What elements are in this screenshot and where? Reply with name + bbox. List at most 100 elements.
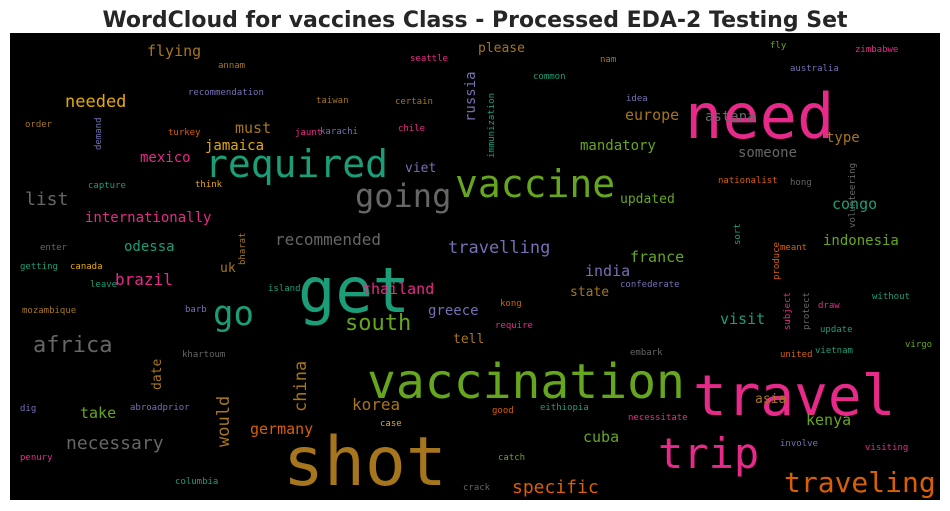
word: demand [94, 117, 104, 150]
word: recommended [275, 230, 381, 249]
word: necessitate [628, 413, 688, 423]
word: type [826, 130, 860, 146]
word: idea [626, 94, 648, 104]
word: russia [463, 71, 479, 122]
word: immunization [487, 93, 497, 158]
word: volunteering [848, 163, 858, 228]
word: travelling [448, 238, 550, 258]
word: australia [790, 64, 839, 74]
word: jaunt [295, 128, 322, 138]
word: needed [65, 92, 126, 112]
word: update [820, 325, 853, 335]
word: sort [733, 223, 743, 245]
word: subject [783, 292, 793, 330]
word: vaccination [367, 354, 685, 410]
word: getting [20, 262, 58, 272]
word: south [345, 311, 411, 336]
word: necessary [66, 433, 164, 454]
word: certain [395, 97, 433, 107]
word: date [150, 359, 165, 390]
word: shot [283, 423, 447, 502]
word: produce [772, 242, 782, 280]
word: abroadprior [130, 403, 190, 413]
word: take [80, 404, 116, 422]
word: mozambique [22, 306, 76, 316]
word: case [380, 419, 402, 429]
word: list [25, 189, 68, 210]
word: france [630, 248, 684, 266]
word: good [492, 406, 514, 416]
word: someone [738, 145, 797, 161]
word: get [298, 254, 410, 327]
word: visiting [865, 443, 908, 453]
word: greece [428, 303, 479, 319]
word: required [205, 142, 388, 186]
word: mexico [140, 150, 191, 166]
word: chile [398, 124, 425, 134]
word: columbia [175, 477, 218, 487]
word: turkey [168, 128, 201, 138]
word: need [685, 80, 834, 153]
word: order [25, 120, 53, 130]
word: meant [780, 243, 807, 253]
word: go [213, 294, 254, 334]
word: karachi [320, 127, 358, 137]
word: vaccine [455, 162, 615, 206]
word: recommendation [188, 88, 264, 98]
word: updated [620, 192, 675, 207]
word: africa [33, 333, 112, 358]
word: thailand [362, 280, 434, 298]
word: visit [720, 310, 765, 328]
word: capture [88, 181, 126, 191]
word: must [235, 119, 271, 137]
word: kong [500, 299, 522, 309]
word: trip [658, 429, 759, 478]
word: common [533, 72, 566, 82]
word: canada [70, 262, 103, 272]
word: nationalist [718, 176, 778, 186]
word: germany [250, 420, 313, 438]
word: eithiopia [540, 403, 589, 413]
word: odessa [124, 239, 175, 255]
word: nam [600, 55, 616, 65]
word: viet [405, 161, 436, 176]
word: would [214, 396, 234, 447]
word: without [872, 292, 910, 302]
word: think [195, 180, 223, 190]
word: uk [220, 261, 236, 276]
word: india [585, 262, 630, 280]
word: korea [352, 395, 400, 414]
word: leave [90, 280, 117, 290]
word: island [268, 284, 301, 294]
word: united [780, 350, 813, 360]
word: internationally [85, 210, 211, 226]
word: taiwan [316, 96, 349, 106]
word: require [495, 321, 533, 331]
word: seattle [410, 54, 448, 64]
word: protect [802, 292, 812, 330]
word: specific [512, 477, 599, 498]
word: asia [755, 392, 786, 407]
word: hong [790, 178, 812, 188]
word: khartoum [182, 350, 225, 360]
word: dig [20, 404, 36, 414]
word: mandatory [580, 138, 656, 154]
word: zimbabwe [855, 45, 898, 55]
word: fly [770, 41, 787, 51]
word: china [291, 361, 311, 412]
title: WordCloud for vaccines Class - Processed… [102, 8, 848, 33]
word: astana [705, 109, 756, 125]
cloud-background [10, 33, 940, 500]
word: embark [630, 348, 663, 358]
word: vietnam [815, 346, 853, 356]
word: bharat [238, 232, 248, 265]
word: flying [147, 42, 201, 60]
word: virgo [905, 340, 932, 350]
word: congo [832, 195, 877, 213]
word: traveling [784, 466, 936, 499]
word: draw [818, 301, 840, 311]
word: cuba [583, 428, 619, 446]
word: penury [20, 453, 53, 463]
